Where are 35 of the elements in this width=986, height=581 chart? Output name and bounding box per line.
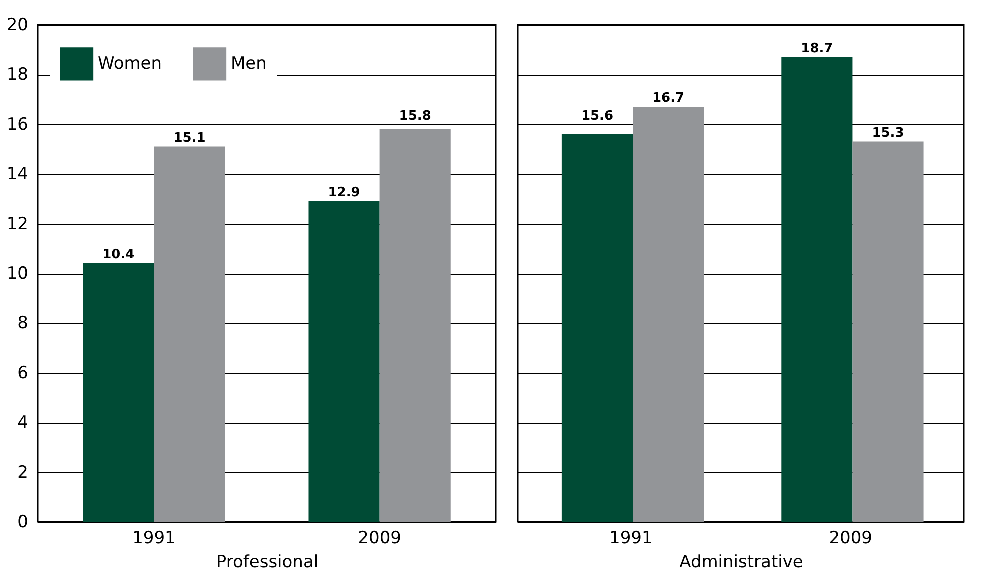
legend-label: Women xyxy=(98,54,162,74)
data-label: 15.1 xyxy=(174,130,206,146)
x-tick-label: 1991 xyxy=(132,528,176,548)
data-label: 18.7 xyxy=(801,41,834,56)
bar xyxy=(308,201,380,522)
y-tick-label: 12 xyxy=(6,214,28,234)
y-tick-label: 16 xyxy=(6,114,28,135)
y-tick-label: 6 xyxy=(18,363,28,384)
legend-label: Men xyxy=(231,54,267,74)
bar xyxy=(782,57,853,522)
x-axis-title: Administrative xyxy=(680,552,804,572)
x-tick-label: 2009 xyxy=(358,528,402,548)
bar xyxy=(562,134,634,522)
y-tick-label: 10 xyxy=(6,264,28,284)
y-tick-label: 2 xyxy=(18,462,28,483)
data-label: 10.4 xyxy=(102,248,135,263)
y-tick-label: 0 xyxy=(18,512,28,532)
y-tick-label: 8 xyxy=(18,314,28,334)
y-tick-label: 4 xyxy=(18,413,28,434)
bar xyxy=(154,146,226,522)
x-tick-label: 2009 xyxy=(829,528,872,548)
y-tick-label: 18 xyxy=(6,65,28,86)
bar xyxy=(83,264,154,522)
data-label: 15.8 xyxy=(399,108,432,124)
bar xyxy=(380,129,451,522)
y-tick-label: 20 xyxy=(6,16,28,36)
x-tick-label: 1991 xyxy=(610,528,653,548)
bar xyxy=(633,107,704,522)
data-label: 15.6 xyxy=(581,108,614,124)
data-label: 15.3 xyxy=(872,126,904,141)
bar xyxy=(852,142,924,522)
y-tick-label: 14 xyxy=(6,164,28,185)
data-label: 16.7 xyxy=(652,91,685,106)
data-label: 12.9 xyxy=(328,185,360,200)
x-axis-title: Professional xyxy=(216,552,319,572)
